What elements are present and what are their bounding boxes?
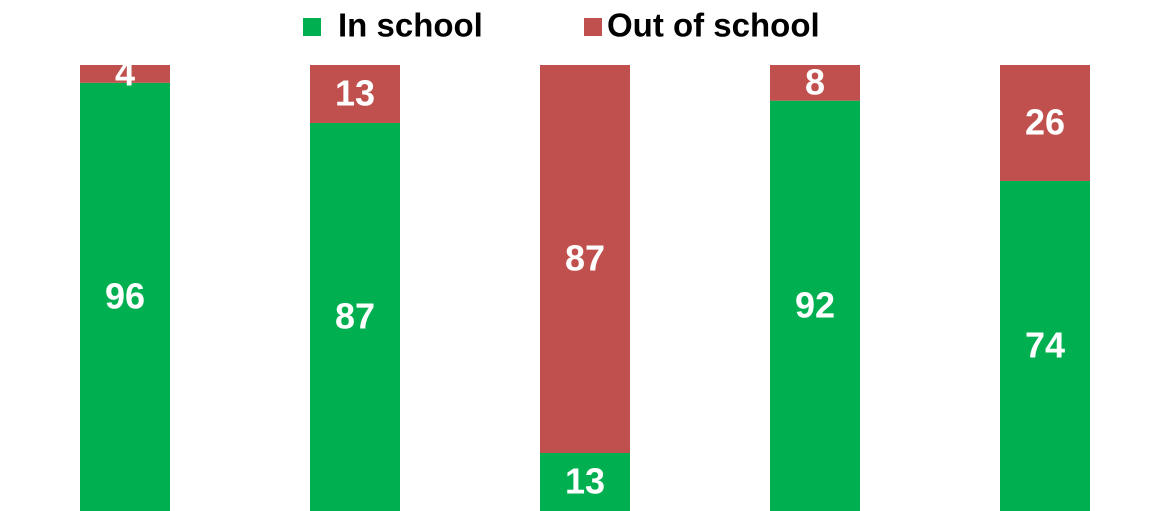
bar-segment [1000,180,1090,511]
legend-swatch [303,18,321,36]
bar-segment [770,65,860,101]
legend-label: Out of school [607,7,820,44]
legend: In school Out of school [303,7,820,44]
bar-segment [310,122,400,511]
data-label: 13 [335,73,375,114]
bar-segment [310,65,400,123]
legend-swatch [584,18,602,36]
bar-segment [80,65,170,83]
data-label: 92 [795,284,835,325]
bar-segment [540,65,630,454]
bar-segment [80,82,170,511]
data-label: 87 [335,296,375,337]
data-label: 4 [115,52,135,93]
data-label: 8 [805,61,825,102]
data-label: 26 [1025,101,1065,142]
legend-label: In school [338,7,483,44]
data-label: 13 [565,461,605,502]
data-label: 96 [105,275,145,316]
bar-segment [770,100,860,511]
bar-segment [1000,65,1090,181]
data-label: 74 [1025,324,1065,365]
bar-segment [540,453,630,511]
data-label: 87 [565,238,605,279]
